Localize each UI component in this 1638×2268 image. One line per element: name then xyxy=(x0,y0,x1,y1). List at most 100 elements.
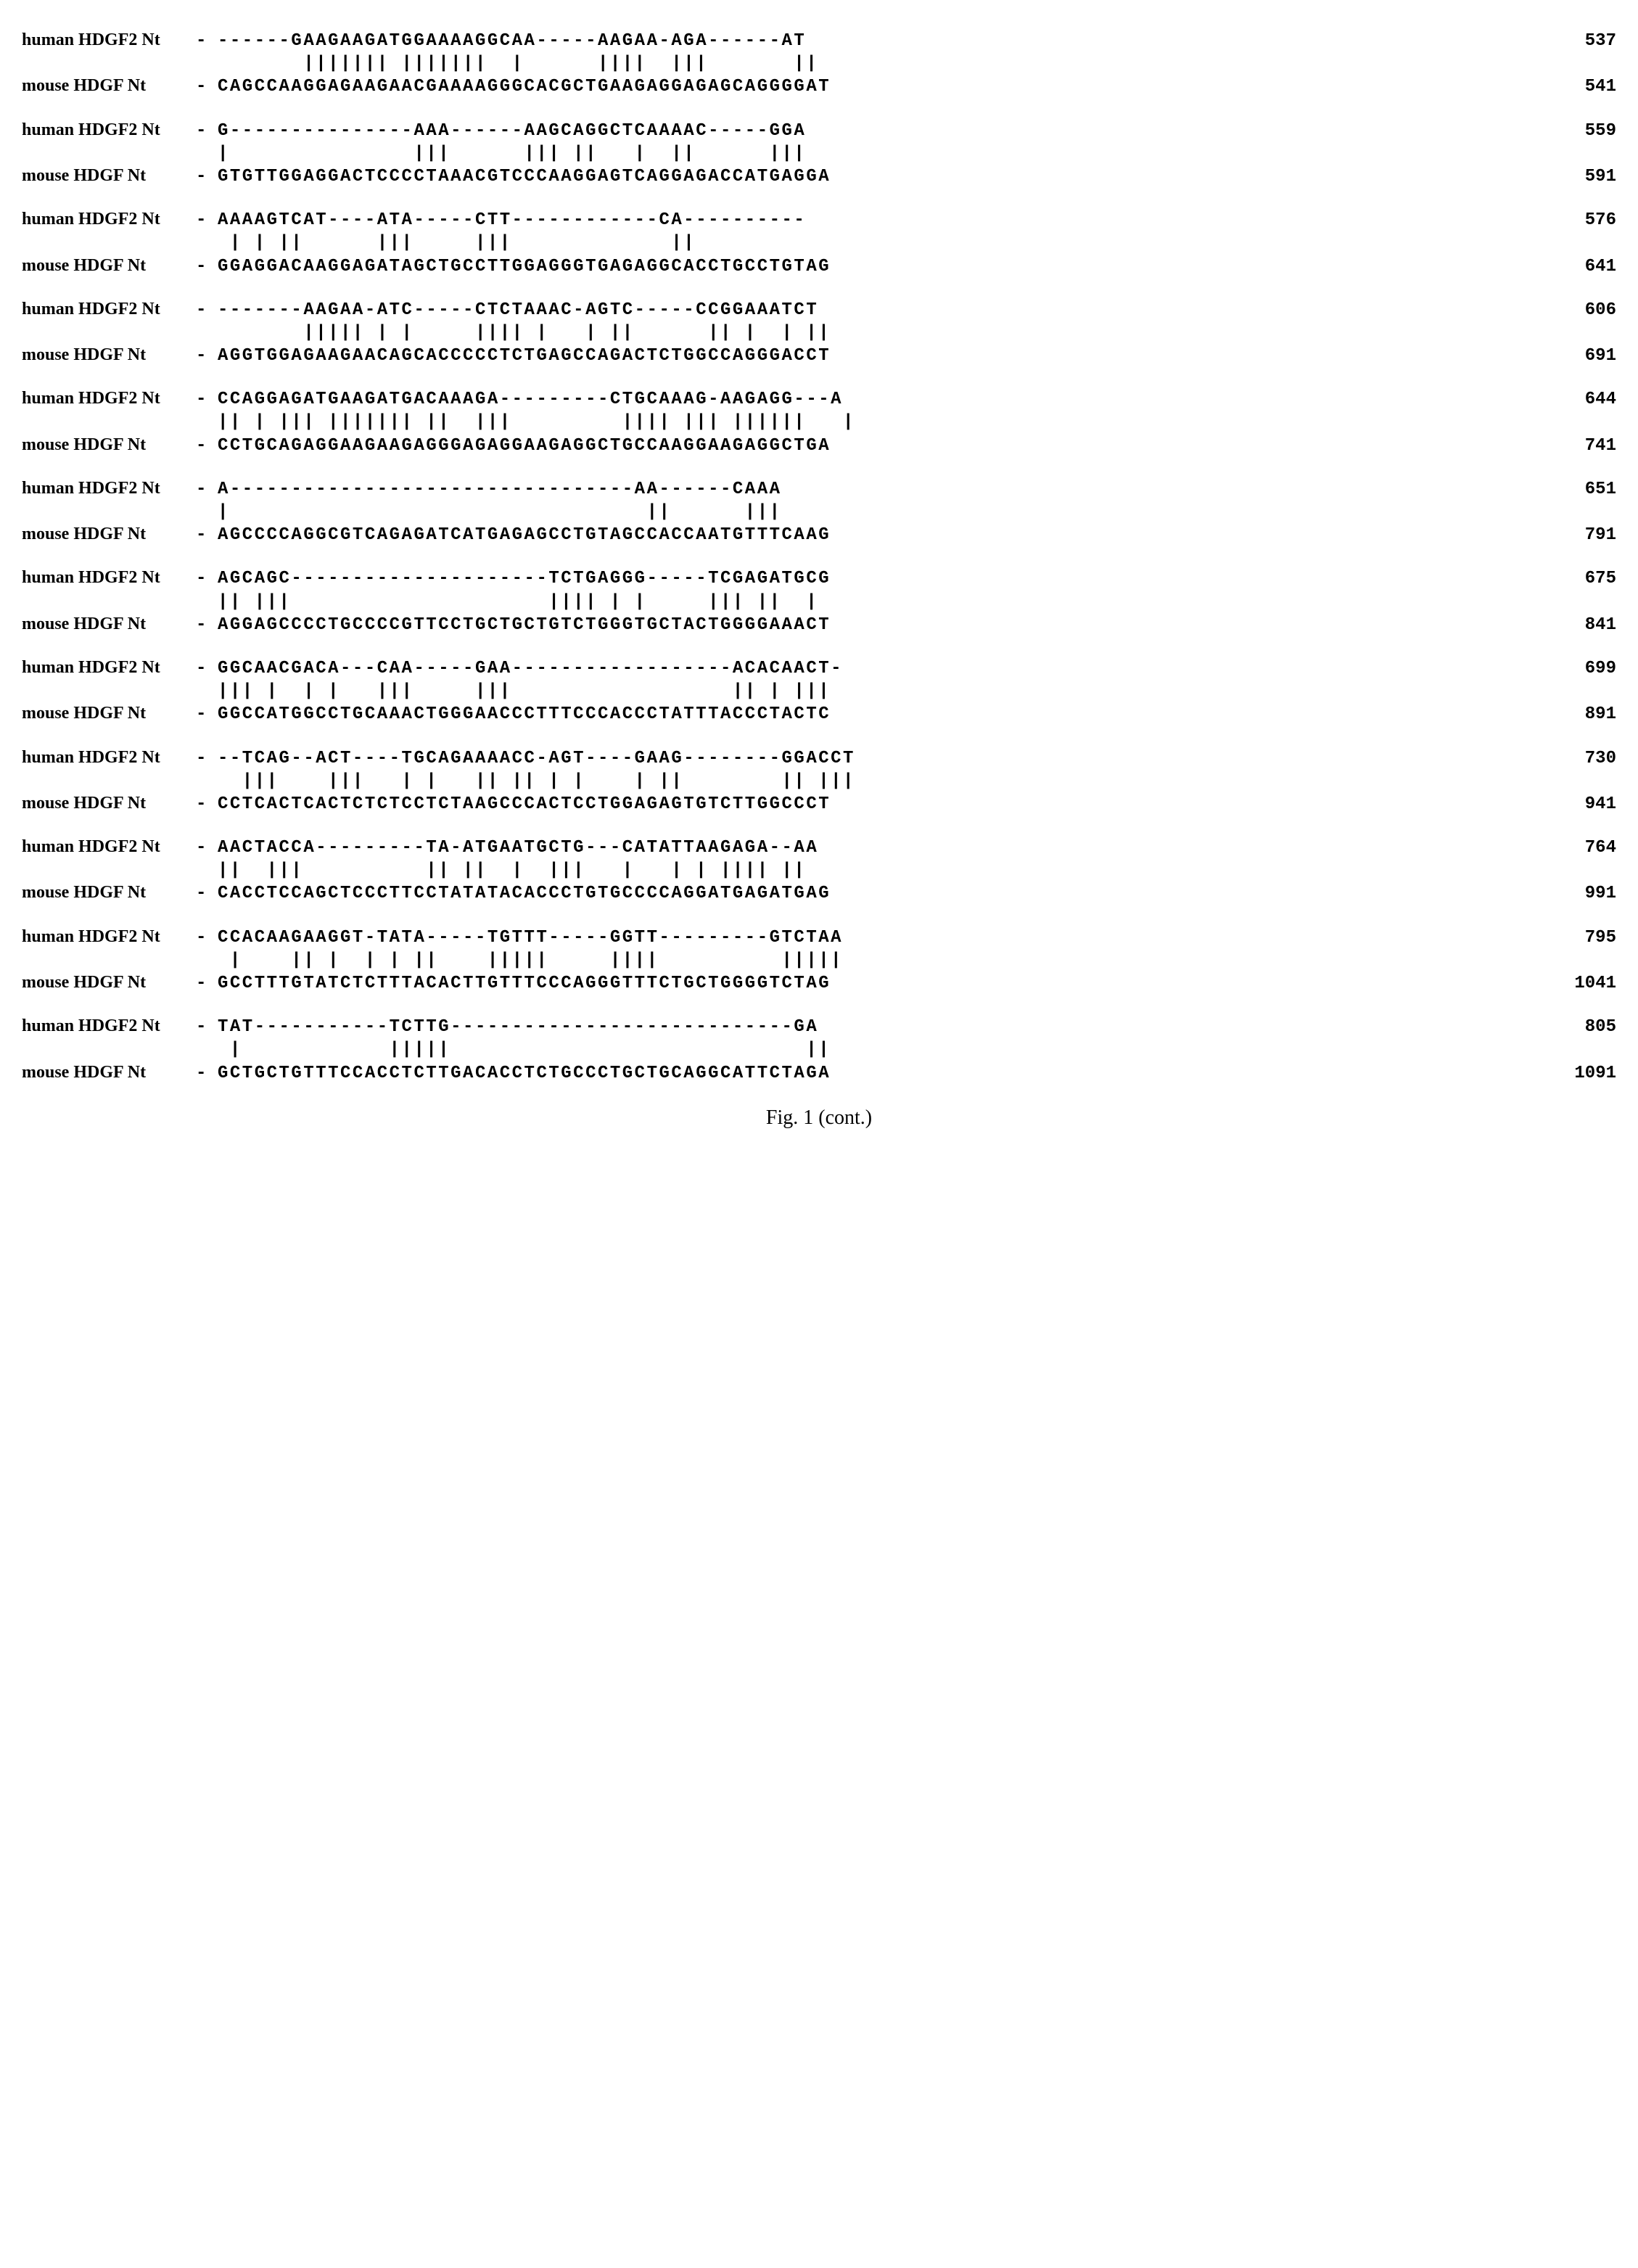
human-sequence-row: human HDGF2 Nt-AAAAGTCAT----ATA-----CTT-… xyxy=(22,208,1616,231)
match-marks: | | || ||| ||| || xyxy=(218,231,1544,254)
human-position: 559 xyxy=(1544,120,1616,142)
human-sequence-row: human HDGF2 Nt-AACTACCA---------TA-ATGAA… xyxy=(22,836,1616,859)
mouse-label: mouse HDGF Nt xyxy=(22,613,196,636)
row-dash: - xyxy=(196,209,218,231)
mouse-sequence-row: mouse HDGF Nt-GCCTTTGTATCTCTTTACACTTGTTT… xyxy=(22,971,1616,995)
row-dash: - xyxy=(196,703,218,726)
mouse-label: mouse HDGF Nt xyxy=(22,1061,196,1084)
mouse-sequence-row: mouse HDGF Nt-CAGCCAAGGAGAAGAACGAAAAGGGC… xyxy=(22,75,1616,98)
alignment-block: human HDGF2 Nt - G---------------AAA------… xyxy=(22,119,1616,189)
mouse-sequence-row: mouse HDGF Nt-CACCTCCAGCTCCCTTCCTATATACA… xyxy=(22,882,1616,905)
match-row: | | || ||| ||| || xyxy=(22,231,1616,254)
human-label: human HDGF2 Nt xyxy=(22,119,196,141)
human-label: human HDGF2 Nt xyxy=(22,208,196,231)
match-marks: | ||| ||| || | || ||| xyxy=(218,142,1544,165)
mouse-sequence: GGAGGACAAGGAGATAGCTGCCTTGGAGGGTGAGAGGCAC… xyxy=(218,255,1544,278)
alignment-block: human HDGF2 Nt---TCAG--ACT----TGCAGAAAAC… xyxy=(22,747,1616,816)
row-dash: - xyxy=(196,435,218,457)
human-sequence: TAT-----------TCTTG---------------------… xyxy=(218,1016,1544,1038)
human-sequence-row: human HDGF2 Nt-A------------------------… xyxy=(22,477,1616,501)
mouse-sequence-row: mouse HDGF Nt-GGCCATGGCCTGCAAACTGGGAACCC… xyxy=(22,702,1616,726)
row-dash: - xyxy=(196,388,218,411)
mouse-position: 641 xyxy=(1544,255,1616,278)
alignment-block: human HDGF2 Nt--------AAGAA-ATC-----CTCT… xyxy=(22,298,1616,368)
row-dash: - xyxy=(196,567,218,590)
alignment-block: human HDGF2 Nt-TAT-----------TCTTG------… xyxy=(22,1015,1616,1085)
mouse-position: 941 xyxy=(1544,793,1616,815)
human-label: human HDGF2 Nt xyxy=(22,1015,196,1038)
match-row: ||| ||| | | || || | | | || || ||| xyxy=(22,770,1616,792)
mouse-sequence: GCTGCTGTTTCCACCTCTTGACACCTCTGCCCTGCTGCAG… xyxy=(218,1062,1544,1085)
mouse-sequence-row: mouse HDGF Nt-GGAGGACAAGGAGATAGCTGCCTTGG… xyxy=(22,255,1616,278)
mouse-sequence-row: mouse HDGF Nt-GCTGCTGTTTCCACCTCTTGACACCT… xyxy=(22,1061,1616,1085)
human-position: 795 xyxy=(1544,926,1616,949)
alignment-block: human HDGF2 Nt-AGCAGC-------------------… xyxy=(22,567,1616,636)
human-label: human HDGF2 Nt xyxy=(22,657,196,679)
mouse-sequence-row: mouse HDGF Nt-GTGTTGGAGGACTCCCCTAAACGTCC… xyxy=(22,165,1616,188)
human-sequence: G---------------AAA------AAGCAGGCTCAAAAC… xyxy=(218,120,1544,142)
row-dash: - xyxy=(196,657,218,680)
human-position: 764 xyxy=(1544,837,1616,859)
mouse-position: 991 xyxy=(1544,882,1616,905)
mouse-sequence-row: mouse HDGF Nt-CCTGCAGAGGAAGAAGAGGGAGAGGA… xyxy=(22,434,1616,457)
human-position: 651 xyxy=(1544,478,1616,501)
mouse-position: 591 xyxy=(1544,165,1616,188)
row-dash: - xyxy=(196,747,218,770)
match-marks: || ||| |||| | | ||| || | xyxy=(218,591,1544,613)
match-row: | || ||| xyxy=(22,501,1616,523)
human-sequence: A---------------------------------AA----… xyxy=(218,478,1544,501)
mouse-label: mouse HDGF Nt xyxy=(22,882,196,904)
human-position: 606 xyxy=(1544,299,1616,321)
row-dash: - xyxy=(196,30,218,52)
row-dash: - xyxy=(196,299,218,321)
mouse-sequence: CAGCCAAGGAGAAGAACGAAAAGGGCACGCTGAAGAGGAG… xyxy=(218,75,1544,98)
mouse-sequence: GGCCATGGCCTGCAAACTGGGAACCCTTTCCCACCCTATT… xyxy=(218,703,1544,726)
mouse-label: mouse HDGF Nt xyxy=(22,523,196,546)
human-label: human HDGF2 Nt xyxy=(22,387,196,410)
match-row: | ||| ||| || | || ||| xyxy=(22,142,1616,165)
mouse-label: mouse HDGF Nt xyxy=(22,75,196,97)
match-marks: | ||||| || xyxy=(218,1038,1544,1061)
human-position: 699 xyxy=(1544,657,1616,680)
row-dash: - xyxy=(196,793,218,815)
alignment-block: human HDGF2 Nt-A------------------------… xyxy=(22,477,1616,547)
match-marks: || ||| || || | ||| | | | |||| || xyxy=(218,859,1544,882)
human-sequence-row: human HDGF2 Nt-------GAAGAAGATGGAAAAGGCA… xyxy=(22,29,1616,52)
sequence-alignment: human HDGF2 Nt-------GAAGAAGATGGAAAAGGCA… xyxy=(22,29,1616,1085)
row-dash: - xyxy=(196,837,218,859)
row-dash: - xyxy=(196,255,218,278)
mouse-label: mouse HDGF Nt xyxy=(22,702,196,725)
human-label: human HDGF2 Nt xyxy=(22,298,196,321)
human-label: human HDGF2 Nt xyxy=(22,747,196,769)
human-position: 576 xyxy=(1544,209,1616,231)
row-dash: - xyxy=(196,882,218,905)
mouse-sequence-row: mouse HDGF Nt-AGGTGGAGAAGAACAGCACCCCCTCT… xyxy=(22,344,1616,367)
match-row: || ||| || || | ||| | | | |||| || xyxy=(22,859,1616,882)
alignment-block: human HDGF2 Nt-CCACAAGAAGGT-TATA-----TGT… xyxy=(22,926,1616,995)
human-label: human HDGF2 Nt xyxy=(22,29,196,52)
match-row: ||||| | | |||| | | || || | | || xyxy=(22,321,1616,344)
mouse-sequence: CCTCACTCACTCTCTCCTCTAAGCCCACTCCTGGAGAGTG… xyxy=(218,793,1544,815)
row-dash: - xyxy=(196,165,218,188)
mouse-sequence: GTGTTGGAGGACTCCCCTAAACGTCCCAAGGAGTCAGGAG… xyxy=(218,165,1544,188)
match-marks: ||| ||| | | || || | | | || || ||| xyxy=(218,770,1544,792)
human-position: 537 xyxy=(1544,30,1616,52)
row-dash: - xyxy=(196,1016,218,1038)
match-row: | || | | | || ||||| |||| ||||| xyxy=(22,949,1616,971)
human-sequence-row: human HDGF2 Nt-CCAGGAGATGAAGATGACAAAGA--… xyxy=(22,387,1616,411)
mouse-position: 891 xyxy=(1544,703,1616,726)
mouse-sequence: AGCCCCAGGCGTCAGAGATCATGAGAGCCTGTAGCCACCA… xyxy=(218,524,1544,546)
human-sequence: AACTACCA---------TA-ATGAATGCTG---CATATTA… xyxy=(218,837,1544,859)
mouse-sequence: GCCTTTGTATCTCTTTACACTTGTTTCCCAGGGTTTCTGC… xyxy=(218,972,1544,995)
human-sequence-row: human HDGF2 Nt---TCAG--ACT----TGCAGAAAAC… xyxy=(22,747,1616,770)
mouse-position: 741 xyxy=(1544,435,1616,457)
mouse-label: mouse HDGF Nt xyxy=(22,255,196,277)
match-marks: ||| | | | ||| ||| || | ||| xyxy=(218,680,1544,702)
human-label: human HDGF2 Nt xyxy=(22,836,196,858)
mouse-label: mouse HDGF Nt xyxy=(22,165,196,187)
human-sequence-row: human HDGF2 Nt-TAT-----------TCTTG------… xyxy=(22,1015,1616,1038)
alignment-block: human HDGF2 Nt-AACTACCA---------TA-ATGAA… xyxy=(22,836,1616,905)
human-sequence-row: human HDGF2 Nt-AGCAGC-------------------… xyxy=(22,567,1616,590)
row-dash: - xyxy=(196,614,218,636)
mouse-sequence: AGGAGCCCCTGCCCCGTTCCTGCTGCTGTCTGGGTGCTAC… xyxy=(218,614,1544,636)
